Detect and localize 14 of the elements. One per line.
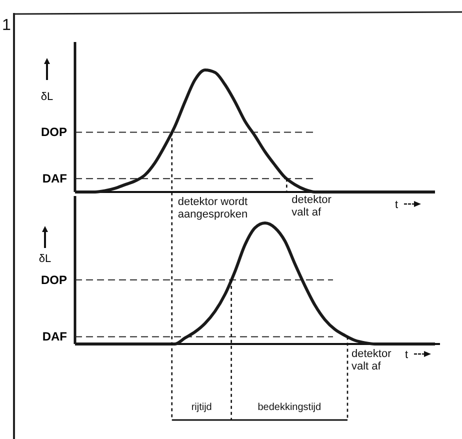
y-axis-title: δL	[38, 253, 52, 265]
text: bedekkingstijd	[258, 402, 322, 413]
ref-line-label: DOP	[40, 125, 67, 140]
text: detektor valt af	[292, 194, 332, 219]
text: 1	[2, 17, 11, 34]
ref-line-label: DOP	[40, 272, 67, 287]
text: detektor valt af	[352, 348, 392, 373]
x-axis-title: t	[395, 199, 398, 211]
text: rijtijd	[191, 402, 212, 413]
text: detektor wordt aangesproken	[178, 196, 248, 221]
y-axis-title: δL	[40, 91, 54, 103]
ref-line-label: DAF	[42, 172, 67, 186]
x-axis-title: t	[405, 349, 408, 361]
ref-line-label: DAF	[42, 330, 67, 344]
